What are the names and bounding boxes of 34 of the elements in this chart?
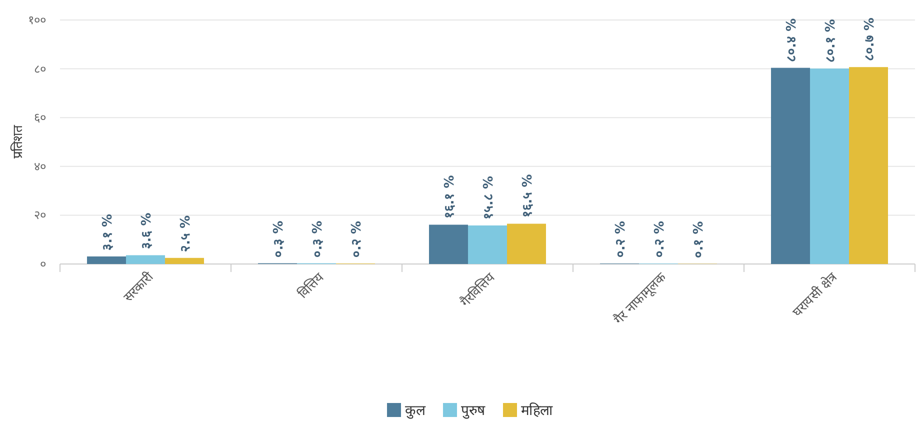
data-label: ८०.७ % bbox=[862, 18, 878, 62]
legend-label: पुरुष bbox=[461, 403, 486, 419]
bar bbox=[810, 68, 849, 264]
bar bbox=[507, 224, 546, 264]
data-label: ८०.४ % bbox=[784, 18, 800, 62]
y-tick-label: ४० bbox=[34, 159, 46, 174]
legend-label: कुल bbox=[405, 403, 426, 419]
bar bbox=[165, 258, 204, 264]
y-tick-label: २० bbox=[34, 208, 46, 222]
bar bbox=[771, 68, 810, 264]
data-label: १५.८ % bbox=[482, 176, 496, 220]
data-label: ०.२ % bbox=[614, 221, 628, 258]
data-label: ०.१ % bbox=[692, 221, 706, 258]
bar bbox=[468, 225, 507, 264]
y-tick-label: १०० bbox=[28, 13, 46, 27]
data-label: ०.३ % bbox=[310, 220, 326, 258]
data-label: २.५ % bbox=[178, 215, 194, 252]
data-label: ३.६ % bbox=[140, 212, 154, 250]
data-label: ०.२ % bbox=[652, 221, 668, 258]
legend-label: महिला bbox=[521, 402, 553, 419]
bar bbox=[87, 256, 126, 264]
y-tick-label: ६० bbox=[34, 110, 46, 125]
data-label: ३.१ % bbox=[100, 214, 116, 250]
bar bbox=[429, 224, 468, 264]
bar bbox=[849, 67, 888, 264]
y-axis-title: प्रतिशत bbox=[10, 124, 26, 158]
y-tick-label: ८० bbox=[34, 62, 46, 76]
y-tick-label: ० bbox=[40, 257, 46, 271]
bar bbox=[126, 255, 165, 264]
data-label: ८०.१ % bbox=[824, 19, 838, 63]
data-label: ०.३ % bbox=[272, 220, 286, 258]
data-label: १६.५ % bbox=[520, 174, 536, 218]
data-label: १६.१ % bbox=[442, 175, 458, 219]
data-label: ०.२ % bbox=[350, 221, 364, 258]
